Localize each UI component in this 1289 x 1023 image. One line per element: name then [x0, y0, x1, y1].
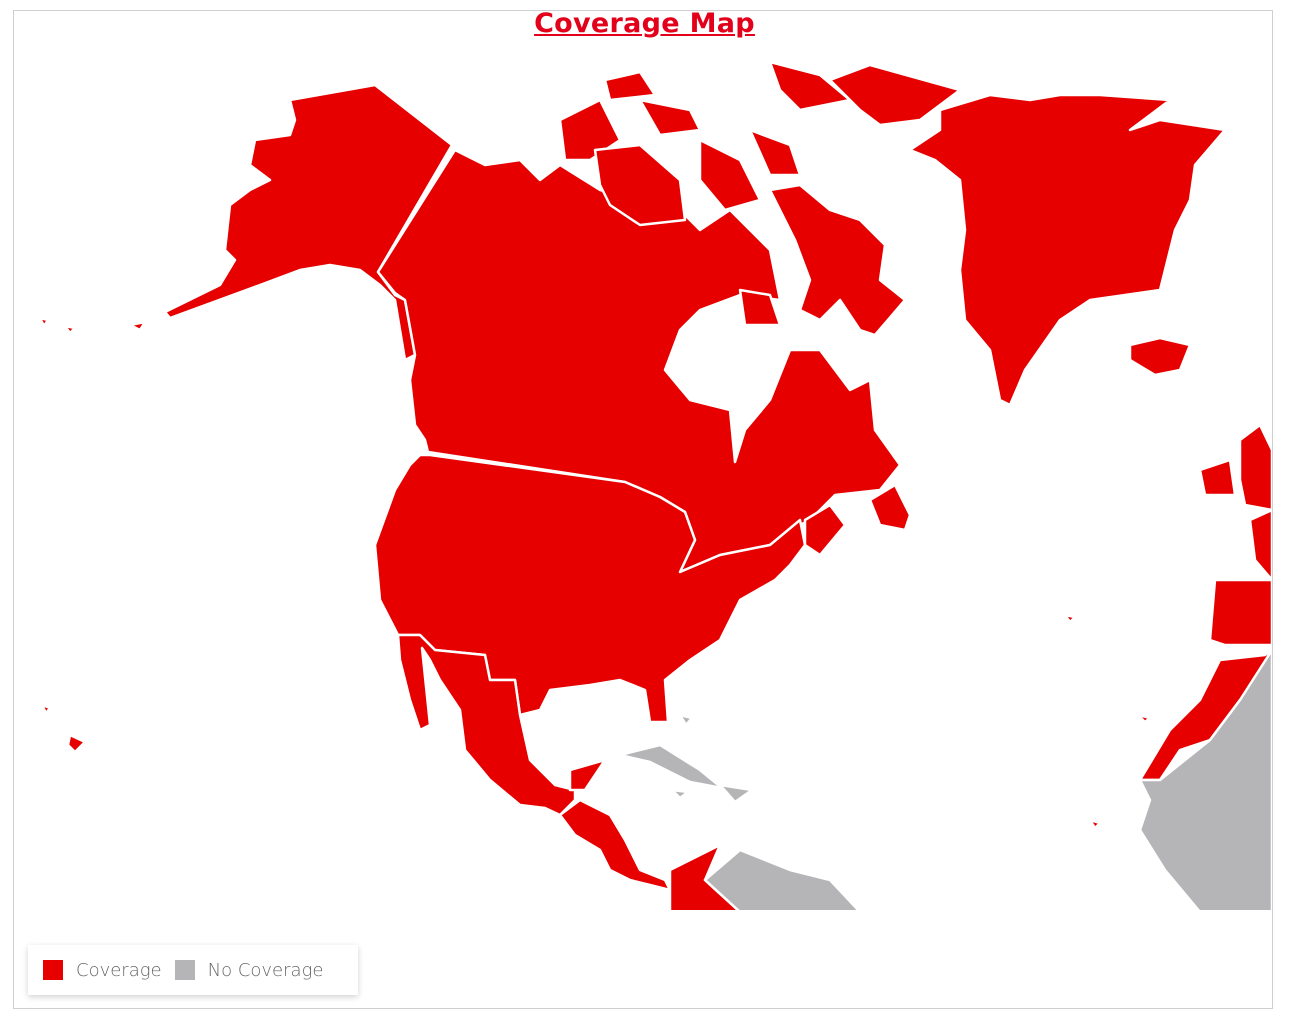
region-west-africa[interactable]	[1138, 648, 1272, 912]
region-cape-verde[interactable]	[1088, 818, 1102, 830]
region-yucatan[interactable]	[568, 758, 607, 792]
region-iberia[interactable]	[1208, 578, 1272, 647]
region-aleutian[interactable]	[128, 320, 147, 332]
region-bahamas[interactable]	[678, 713, 694, 727]
region-canada[interactable]	[376, 148, 902, 574]
coverage-swatch	[43, 960, 63, 980]
region-canary[interactable]	[1136, 713, 1152, 724]
region-mexico[interactable]	[396, 633, 577, 817]
region-aleutian[interactable]	[63, 324, 77, 335]
region-arctic-island[interactable]	[638, 98, 702, 137]
region-iceland[interactable]	[1128, 336, 1192, 377]
no-coverage-swatch	[174, 960, 195, 980]
region-hawaii[interactable]	[40, 703, 52, 715]
region-arctic-island[interactable]	[748, 128, 802, 177]
region-arctic-island[interactable]	[828, 63, 962, 127]
region-united-kingdom[interactable]	[1238, 423, 1272, 512]
region-cuba[interactable]	[618, 743, 724, 790]
map-legend: Coverage No Coverage	[28, 945, 358, 995]
legend-coverage-label[interactable]: Coverage	[76, 959, 162, 981]
region-azores[interactable]	[1063, 613, 1077, 624]
region-greenland[interactable]	[908, 93, 1227, 407]
region-arctic-island[interactable]	[593, 143, 687, 227]
region-aleutian[interactable]	[38, 316, 50, 328]
region-united-states[interactable]	[373, 453, 807, 724]
region-newfoundland[interactable]	[868, 483, 912, 532]
region-baffin-island[interactable]	[768, 183, 907, 337]
region-france[interactable]	[1248, 508, 1272, 582]
legend-no-coverage-label[interactable]: No Coverage	[207, 959, 324, 981]
region-ireland[interactable]	[1198, 458, 1237, 497]
region-arctic-island[interactable]	[738, 288, 782, 327]
region-south-america[interactable]	[703, 848, 860, 912]
region-jamaica[interactable]	[670, 788, 690, 800]
region-arctic-island[interactable]	[603, 70, 657, 102]
region-hispaniola[interactable]	[718, 783, 754, 804]
map-title: Coverage Map	[534, 8, 755, 39]
region-nova-scotia[interactable]	[803, 503, 847, 557]
region-arctic-island[interactable]	[698, 138, 762, 212]
region-central-america[interactable]	[558, 798, 672, 892]
region-hawaii[interactable]	[66, 733, 87, 754]
region-arctic-island[interactable]	[768, 60, 852, 112]
